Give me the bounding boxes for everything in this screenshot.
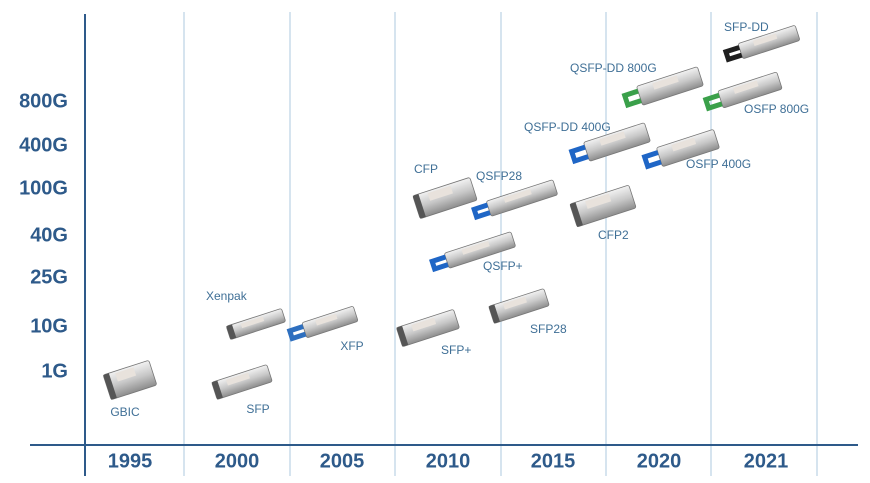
module-end xyxy=(569,202,583,227)
module-body xyxy=(583,122,651,162)
module-label: XFP xyxy=(340,339,363,353)
x-label: 1995 xyxy=(108,450,153,472)
module-icon xyxy=(286,306,359,342)
y-label: 10G xyxy=(30,315,68,337)
pull-tab xyxy=(429,254,449,273)
module-label-plate xyxy=(461,241,490,255)
y-label: 800G xyxy=(19,90,68,112)
module-icon xyxy=(569,185,637,227)
module-label-plate xyxy=(315,313,338,326)
module-label-plate xyxy=(671,137,697,152)
module-body xyxy=(486,179,558,217)
module-body xyxy=(301,306,359,338)
module-body xyxy=(656,129,720,167)
module-end xyxy=(226,324,237,340)
module-end xyxy=(488,304,500,324)
module-icon xyxy=(429,231,516,273)
module-label: CFP xyxy=(414,162,438,176)
module-body xyxy=(717,71,783,109)
module-label: QSFP28 xyxy=(476,169,522,183)
module-body xyxy=(738,25,800,59)
module-label-plate xyxy=(599,131,626,146)
module-label: SFP xyxy=(246,402,269,416)
pull-tab xyxy=(568,144,589,165)
module-label-plate xyxy=(652,75,679,90)
pull-tab xyxy=(702,92,723,112)
x-label: 2020 xyxy=(637,450,682,472)
x-label: 2015 xyxy=(531,450,576,472)
content: 800G 400G 100G 40G 25G 10G 1G 1995 2000 2005 2010 2… xyxy=(19,20,809,472)
y-label: 400G xyxy=(19,134,68,156)
module-label-plate xyxy=(752,33,778,47)
module-icon xyxy=(471,179,558,221)
pull-tab xyxy=(641,150,662,170)
module-body xyxy=(636,66,704,106)
module-label-plate xyxy=(115,367,137,382)
module-body xyxy=(412,177,478,219)
module-body xyxy=(444,231,516,269)
module-label: SFP-DD xyxy=(724,20,769,34)
y-label: 25G xyxy=(30,266,68,288)
module-end xyxy=(103,373,117,400)
module-label-plate xyxy=(240,316,265,329)
y-label: 100G xyxy=(19,177,68,199)
module-label-plate xyxy=(733,80,759,94)
module-body xyxy=(211,364,273,400)
module-end xyxy=(412,194,426,219)
module-label: OSFP 400G xyxy=(686,157,751,171)
module-label-plate xyxy=(503,189,532,203)
module-body xyxy=(226,308,286,340)
module-icon xyxy=(396,309,460,347)
module-icon xyxy=(488,288,550,324)
pull-tab xyxy=(286,324,307,342)
module-icon xyxy=(621,66,704,109)
x-label: 2021 xyxy=(744,450,789,472)
module-label-plate xyxy=(411,317,437,332)
x-label: 2010 xyxy=(426,450,471,472)
pull-tab xyxy=(722,45,743,63)
module-label: QSFP-DD 400G xyxy=(524,120,611,134)
module-end xyxy=(211,380,223,400)
module-label: SFP28 xyxy=(530,322,567,336)
y-label: 40G xyxy=(30,224,68,246)
module-label-plate xyxy=(585,193,612,209)
module-label: CFP2 xyxy=(598,228,629,242)
module-icon xyxy=(412,177,478,219)
module-label-plate xyxy=(427,185,453,201)
module-icon xyxy=(226,308,286,340)
grid xyxy=(183,12,818,476)
module-label-plate xyxy=(503,296,527,310)
module-label: GBIC xyxy=(110,405,140,419)
module-icon xyxy=(103,360,157,400)
x-label: 2000 xyxy=(215,450,260,472)
module-icon xyxy=(641,129,720,170)
module-icon xyxy=(568,122,651,165)
pull-tab xyxy=(621,88,642,109)
module-icon xyxy=(211,364,273,400)
module-label-plate xyxy=(226,372,250,386)
y-label: 1G xyxy=(41,360,68,382)
module-icon xyxy=(722,25,800,63)
module-label: QSFP-DD 800G xyxy=(570,61,657,75)
module-icon xyxy=(702,71,783,112)
module-label: OSFP 800G xyxy=(744,102,809,116)
module-label: QSFP+ xyxy=(483,259,523,273)
x-label: 2005 xyxy=(320,450,365,472)
module-label: Xenpak xyxy=(206,289,248,303)
module-body xyxy=(396,309,460,347)
module-end xyxy=(396,325,409,347)
module-label: SFP+ xyxy=(441,343,471,357)
pull-tab xyxy=(471,202,491,221)
